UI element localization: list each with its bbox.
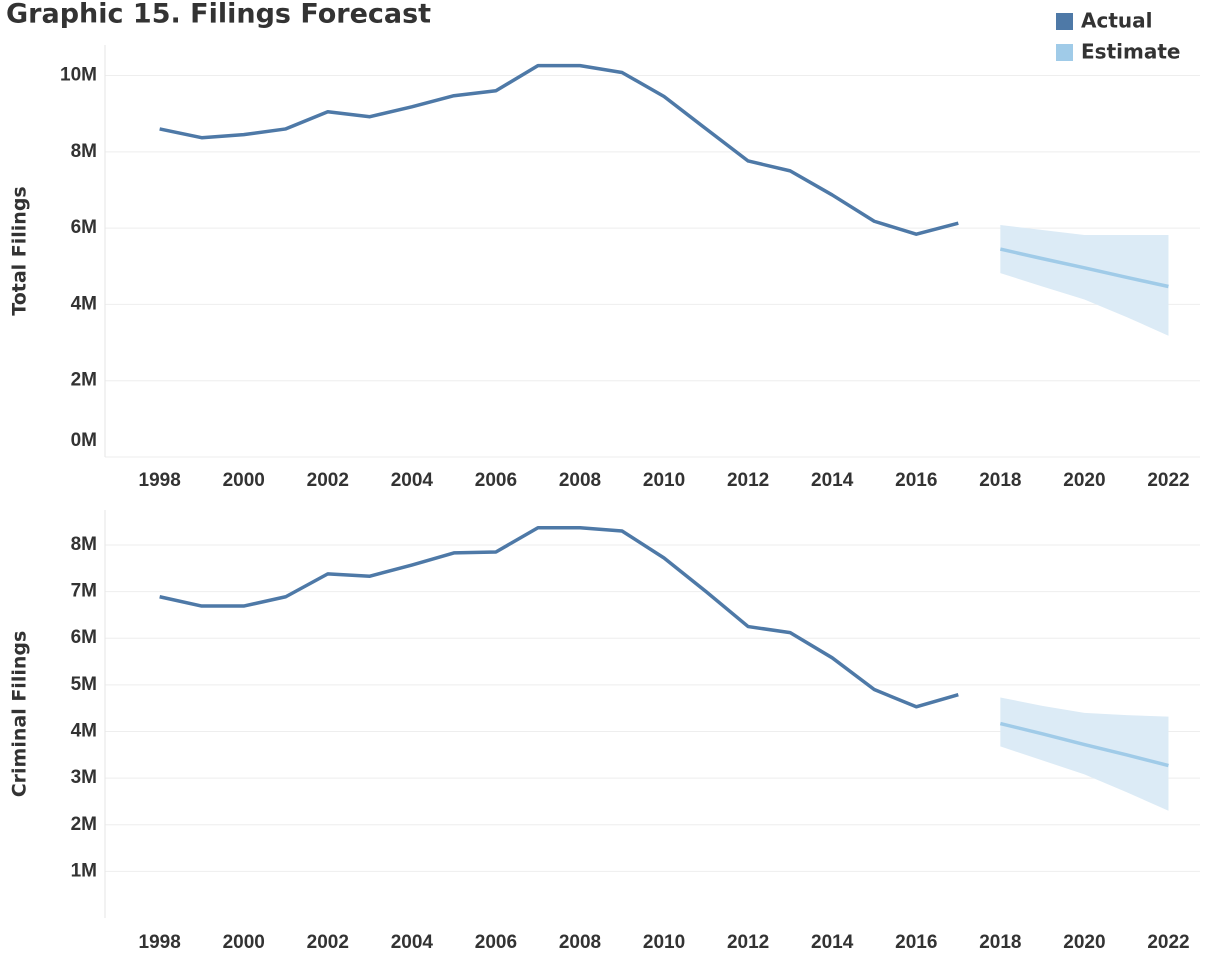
x-tick-label: 2000 (223, 932, 265, 953)
x-tick-label: 2016 (895, 932, 937, 953)
y-tick-label: 6M (71, 217, 97, 238)
legend-label: Estimate (1081, 40, 1180, 64)
x-tick-label: 1998 (139, 932, 181, 953)
x-tick-label: 2018 (979, 470, 1021, 491)
x-tick-label: 2006 (475, 470, 517, 491)
line-series (999, 247, 1169, 289)
y-tick-label: 4M (71, 293, 97, 314)
y-tick-label: 4M (71, 721, 97, 742)
y-tick-label: 7M (71, 581, 97, 602)
line-series (159, 63, 959, 236)
x-tick-label: 2006 (475, 932, 517, 953)
y-tick-label: 1M (71, 860, 97, 881)
x-tick-label: 2022 (1147, 470, 1189, 491)
y-tick-label: 10M (60, 65, 97, 86)
x-tick-label: 2010 (643, 932, 685, 953)
line-series (159, 525, 959, 709)
x-tick-label: 2012 (727, 932, 769, 953)
legend-swatch (1056, 44, 1073, 61)
chart-title: Graphic 15. Filings Forecast (6, 0, 431, 30)
y-tick-label: 2M (71, 814, 97, 835)
line-series (999, 721, 1169, 768)
x-tick-label: 2016 (895, 470, 937, 491)
x-tick-label: 2002 (307, 932, 349, 953)
x-tick-label: 2020 (1063, 470, 1105, 491)
x-tick-label: 2018 (979, 932, 1021, 953)
y-tick-label: 8M (71, 534, 97, 555)
confidence-band (1000, 697, 1169, 811)
x-tick-label: 2010 (643, 470, 685, 491)
x-tick-label: 2004 (391, 932, 434, 953)
y-axis-title: Criminal Filings (9, 631, 31, 798)
y-tick-label: 8M (71, 141, 97, 162)
x-tick-label: 2020 (1063, 932, 1105, 953)
x-tick-label: 1998 (139, 470, 181, 491)
y-axis-title: Total Filings (9, 186, 31, 315)
y-tick-label: 2M (71, 370, 97, 391)
x-tick-label: 2000 (223, 470, 265, 491)
x-tick-label: 2002 (307, 470, 349, 491)
y-tick-label: 5M (71, 674, 97, 695)
y-tick-label: 6M (71, 627, 97, 648)
x-tick-label: 2008 (559, 932, 601, 953)
y-tick-label: 3M (71, 767, 97, 788)
x-tick-label: 2014 (811, 470, 854, 491)
x-tick-label: 2008 (559, 470, 601, 491)
x-tick-label: 2022 (1147, 932, 1189, 953)
confidence-band (1000, 225, 1169, 336)
x-tick-label: 2012 (727, 470, 769, 491)
x-tick-label: 2014 (811, 932, 854, 953)
x-tick-label: 2004 (391, 470, 434, 491)
legend-swatch (1056, 13, 1073, 30)
y-tick-label: 0M (71, 430, 97, 451)
legend-label: Actual (1081, 9, 1152, 33)
